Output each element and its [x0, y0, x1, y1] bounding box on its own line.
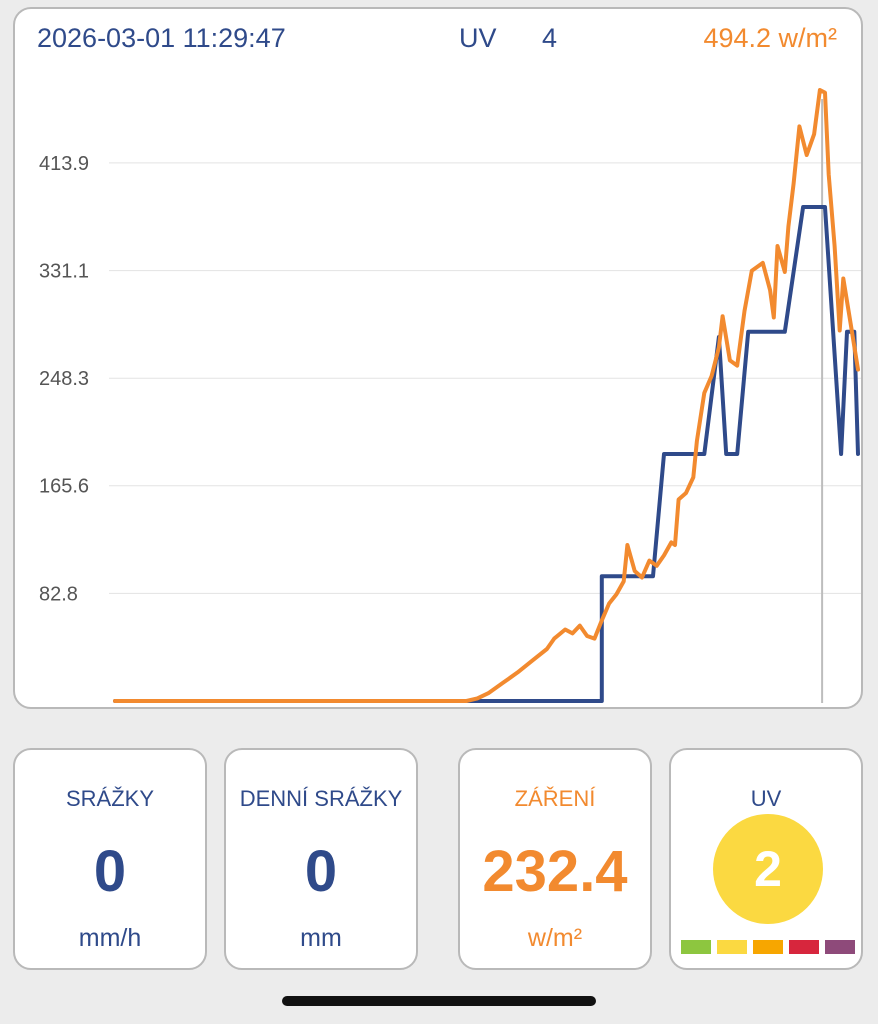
- chart-header: 2026-03-01 11:29:47 UV 4 494.2 w/m²: [15, 23, 861, 59]
- uv-scale-low: [681, 940, 711, 954]
- radiation-series-line: [113, 88, 860, 703]
- precip-tile[interactable]: SRÁŽKY 0 mm/h: [13, 748, 207, 970]
- radiation-value: 232.4: [482, 839, 628, 904]
- precip-value: 0: [93, 839, 127, 904]
- radiation-label: ZÁŘENÍ: [514, 786, 596, 811]
- y-tick-label: 82.8: [39, 583, 78, 605]
- chart-timestamp: 2026-03-01 11:29:47: [37, 23, 286, 53]
- uv-scale-very-high: [789, 940, 819, 954]
- chart-radiation-value: 494.2 w/m²: [703, 23, 837, 53]
- y-tick-label: 165.6: [39, 476, 89, 498]
- daily-precip-value: 0: [304, 839, 338, 904]
- uv-scale-high: [753, 940, 783, 954]
- daily-precip-tile[interactable]: DENNÍ SRÁŽKY 0 mm: [224, 748, 418, 970]
- y-tick-label: 413.9: [39, 153, 89, 175]
- radiation-unit: w/m²: [527, 924, 583, 952]
- y-tick-label: 248.3: [39, 368, 89, 390]
- uv-scale: [681, 940, 855, 954]
- home-indicator[interactable]: [282, 996, 596, 1006]
- uv-label: UV: [750, 786, 782, 811]
- y-tick-label: 331.1: [39, 261, 89, 283]
- uv-tile[interactable]: UV 2: [669, 748, 863, 970]
- uv-series-line: [113, 205, 860, 703]
- daily-precip-label: DENNÍ SRÁŽKY: [239, 786, 403, 811]
- chart-card[interactable]: 2026-03-01 11:29:47 UV 4 494.2 w/m² 82.8…: [13, 7, 863, 709]
- chart-uv-label: UV: [459, 23, 497, 53]
- uv-scale-extreme: [825, 940, 855, 954]
- precip-unit: mm/h: [78, 924, 142, 952]
- line-chart[interactable]: 82.8 165.6 248.3 331.1 413.9: [15, 9, 861, 707]
- radiation-tile[interactable]: ZÁŘENÍ 232.4 w/m²: [458, 748, 652, 970]
- precip-label: SRÁŽKY: [65, 786, 155, 811]
- chart-uv-value: 4: [542, 23, 558, 53]
- uv-scale-moderate: [717, 940, 747, 954]
- daily-precip-unit: mm: [300, 924, 342, 952]
- uv-badge: 2: [713, 814, 823, 924]
